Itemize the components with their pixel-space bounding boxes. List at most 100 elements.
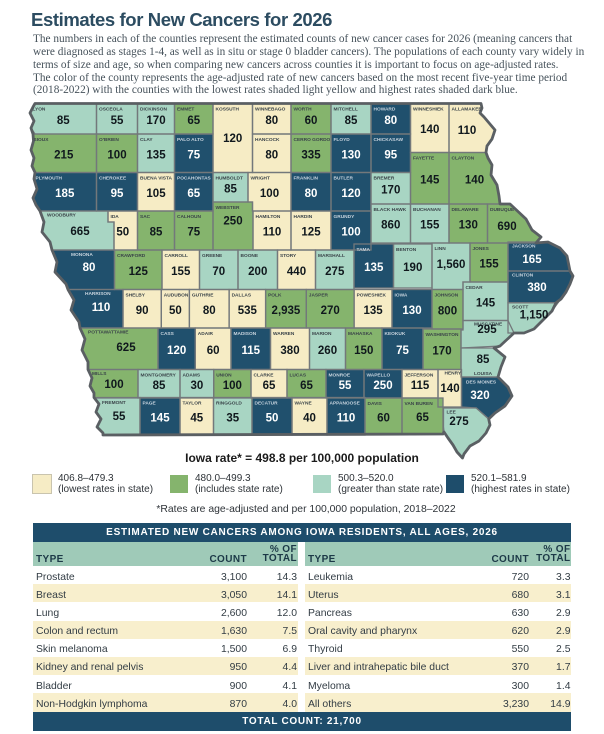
svg-text:85: 85 — [345, 115, 358, 127]
svg-text:165: 165 — [522, 254, 542, 266]
svg-text:145: 145 — [476, 297, 496, 309]
svg-text:AUDUBON: AUDUBON — [164, 293, 189, 299]
svg-text:85: 85 — [477, 354, 490, 366]
svg-text:LINN: LINN — [435, 246, 447, 252]
svg-text:WARREN: WARREN — [273, 331, 295, 337]
svg-text:MITCHELL: MITCHELL — [334, 107, 358, 113]
svg-text:IDA: IDA — [111, 214, 120, 220]
svg-text:LYON: LYON — [33, 107, 46, 113]
svg-text:MILLS: MILLS — [92, 371, 107, 377]
svg-text:ALLAMAKEE: ALLAMAKEE — [452, 107, 483, 113]
svg-text:DALLAS: DALLAS — [232, 293, 252, 299]
svg-text:120: 120 — [167, 345, 186, 357]
svg-text:135: 135 — [363, 305, 383, 317]
svg-text:WEBSTER: WEBSTER — [216, 205, 241, 211]
svg-text:MONROE: MONROE — [329, 373, 351, 379]
svg-text:KEOKUK: KEOKUK — [385, 331, 406, 337]
svg-text:120: 120 — [223, 133, 242, 145]
svg-text:LOUISA: LOUISA — [474, 371, 493, 377]
svg-text:APPANOOSE: APPANOOSE — [330, 401, 361, 407]
svg-text:250: 250 — [373, 380, 392, 392]
svg-text:30: 30 — [190, 380, 203, 392]
svg-text:CARROLL: CARROLL — [165, 253, 189, 259]
svg-text:95: 95 — [111, 188, 124, 200]
svg-text:ADAMS: ADAMS — [183, 373, 201, 379]
svg-text:MARION: MARION — [312, 331, 332, 337]
svg-text:50: 50 — [266, 412, 279, 424]
svg-text:SHELBY: SHELBY — [126, 293, 146, 299]
svg-text:LEE: LEE — [447, 410, 457, 416]
svg-text:150: 150 — [354, 345, 373, 357]
svg-text:100: 100 — [107, 149, 126, 161]
svg-text:85: 85 — [150, 227, 163, 239]
svg-text:45: 45 — [190, 412, 203, 424]
svg-text:135: 135 — [146, 149, 166, 161]
svg-text:CLAY: CLAY — [140, 137, 153, 143]
svg-text:100: 100 — [223, 380, 242, 392]
svg-text:380: 380 — [527, 282, 546, 294]
svg-text:DES MOINES: DES MOINES — [466, 380, 497, 386]
svg-text:BLACK HAWK: BLACK HAWK — [374, 207, 407, 213]
svg-text:EMMET: EMMET — [177, 107, 194, 113]
svg-text:50: 50 — [116, 227, 129, 239]
svg-text:75: 75 — [396, 345, 409, 357]
svg-text:190: 190 — [403, 262, 422, 274]
svg-text:MARSHALL: MARSHALL — [318, 253, 345, 259]
svg-text:CLAYTON: CLAYTON — [452, 156, 475, 162]
svg-text:145: 145 — [150, 412, 170, 424]
svg-text:CLINTON: CLINTON — [512, 273, 534, 279]
svg-text:FLOYD: FLOYD — [334, 137, 351, 143]
svg-text:MUSCATINE: MUSCATINE — [474, 322, 503, 328]
svg-text:170: 170 — [146, 115, 165, 127]
svg-text:SIOUX: SIOUX — [34, 137, 50, 143]
svg-text:135: 135 — [364, 262, 384, 274]
svg-text:WRIGHT: WRIGHT — [251, 176, 271, 182]
svg-text:WAPELLO: WAPELLO — [367, 373, 391, 379]
svg-text:WINNESHIEK: WINNESHIEK — [413, 107, 444, 113]
svg-text:HARDIN: HARDIN — [294, 214, 313, 220]
svg-text:MONTGOMERY: MONTGOMERY — [141, 373, 177, 379]
svg-text:WORTH: WORTH — [294, 107, 313, 113]
svg-text:WOODBURY: WOODBURY — [47, 213, 77, 219]
svg-text:UNION: UNION — [216, 373, 232, 379]
svg-text:250: 250 — [223, 216, 242, 228]
svg-text:KOSSUTH: KOSSUTH — [216, 107, 240, 113]
svg-text:860: 860 — [381, 220, 400, 232]
svg-text:80: 80 — [265, 149, 278, 161]
svg-text:110: 110 — [458, 125, 477, 137]
svg-text:BREMER: BREMER — [374, 176, 395, 182]
svg-text:55: 55 — [111, 115, 124, 127]
svg-text:60: 60 — [305, 115, 318, 127]
svg-text:95: 95 — [384, 149, 397, 161]
svg-text:HAMILTON: HAMILTON — [256, 214, 281, 220]
svg-text:115: 115 — [241, 345, 260, 357]
svg-text:80: 80 — [203, 305, 216, 317]
svg-text:665: 665 — [70, 226, 90, 238]
svg-text:80: 80 — [265, 115, 278, 127]
svg-text:65: 65 — [263, 380, 276, 392]
svg-text:FRANKLIN: FRANKLIN — [294, 176, 319, 182]
svg-text:275: 275 — [325, 266, 345, 278]
svg-text:JACKSON: JACKSON — [512, 244, 536, 250]
svg-text:65: 65 — [187, 115, 200, 127]
svg-text:690: 690 — [497, 221, 516, 233]
svg-text:110: 110 — [263, 227, 282, 239]
svg-text:MADISON: MADISON — [234, 331, 257, 337]
svg-text:65: 65 — [416, 412, 429, 424]
svg-text:CALHOUN: CALHOUN — [177, 214, 202, 220]
svg-text:2,935: 2,935 — [272, 305, 301, 317]
svg-text:185: 185 — [55, 188, 75, 200]
svg-text:295: 295 — [477, 324, 497, 336]
svg-text:380: 380 — [280, 345, 299, 357]
svg-text:65: 65 — [187, 188, 200, 200]
svg-text:70: 70 — [212, 266, 225, 278]
svg-text:125: 125 — [301, 227, 321, 239]
svg-text:FAYETTE: FAYETTE — [413, 156, 435, 162]
svg-text:BUCHANAN: BUCHANAN — [413, 207, 441, 213]
svg-text:POLK: POLK — [268, 293, 282, 299]
svg-text:GREENE: GREENE — [202, 253, 223, 259]
svg-text:HARRISON: HARRISON — [85, 291, 111, 297]
svg-text:DECATUR: DECATUR — [255, 401, 279, 407]
svg-text:LUCAS: LUCAS — [290, 373, 307, 379]
svg-text:80: 80 — [83, 262, 96, 274]
